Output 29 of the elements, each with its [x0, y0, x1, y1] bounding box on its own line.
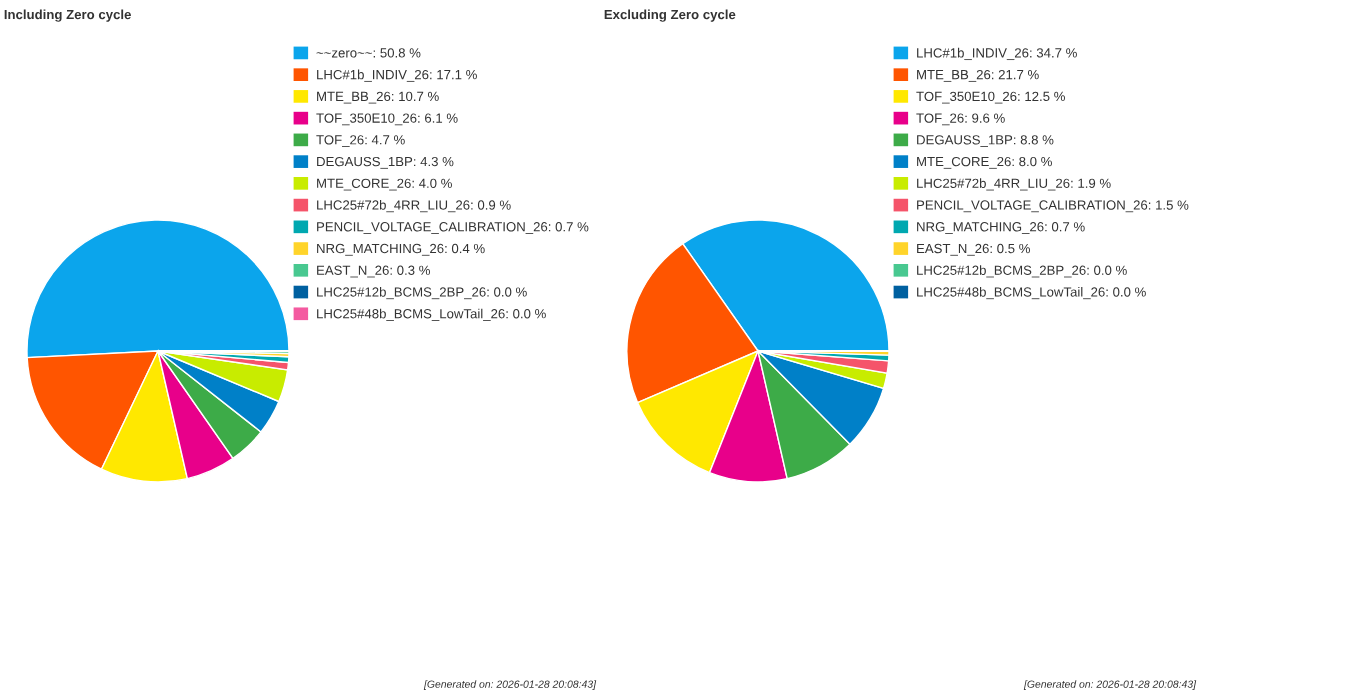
legend-label: LHC#1b_INDIV_26: 17.1 % [317, 69, 477, 82]
legend-label: MTE_BB_26: 21.7 % [917, 69, 1039, 82]
legend-label: ~~zero~~: 50.8 % [316, 48, 421, 58]
chart-title: Excluding Zero cycle [604, 9, 736, 22]
legend-label: TOF_350E10_26: 12.5 % [916, 91, 1065, 104]
text: [Generated on: 2026-01-28 20:08:43] [1023, 680, 1197, 690]
legend-label: DEGAUSS_1BP: 4.3 % [317, 156, 454, 169]
legend-label: NRG_MATCHING_26: 0.4 % [317, 243, 485, 256]
legend-label: TOF_26: 9.6 % [916, 113, 1005, 126]
legend-label: MTE_CORE_26: 8.0 % [917, 156, 1052, 169]
legend-label: MTE_CORE_26: 4.0 % [317, 178, 452, 191]
legend-label: LHC25#72b_4RR_LIU_26: 0.9 % [317, 200, 511, 213]
legend-label: LHC#1b_INDIV_26: 34.7 % [917, 47, 1077, 61]
legend-label: LHC25#48b_BCMS_LowTail_26: 0.0 % [317, 308, 546, 321]
legend-label: PENCIL_VOLTAGE_CALIBRATION_26: 1.5 % [917, 200, 1189, 213]
legend-label: LHC25#12b_BCMS_2BP_26: 0.0 % [917, 265, 1127, 278]
legend-label: LHC25#12b_BCMS_2BP_26: 0.0 % [317, 286, 527, 300]
legend-label: DEGAUSS_1BP: 8.8 % [917, 135, 1054, 147]
legend-label: EAST_N_26: 0.3 % [317, 265, 430, 278]
legend-label: NRG_MATCHING_26: 0.7 % [917, 222, 1085, 234]
legend-label: LHC25#48b_BCMS_LowTail_26: 0.0 % [917, 286, 1146, 300]
legend-label: PENCIL_VOLTAGE_CALIBRATION_26: 0.7 % [317, 222, 589, 234]
legend-label: TOF_26: 4.7 % [316, 135, 405, 147]
legend-label: LHC25#72b_4RR_LIU_26: 1.9 % [917, 178, 1111, 191]
legend-label: EAST_N_26: 0.5 % [917, 243, 1030, 256]
legend-label: MTE_BB_26: 10.7 % [317, 91, 439, 104]
legend-label: TOF_350E10_26: 6.1 % [316, 113, 458, 126]
chart-title: Including Zero cycle [4, 9, 131, 22]
text: [Generated on: 2026-01-28 20:08:43] [423, 680, 597, 690]
